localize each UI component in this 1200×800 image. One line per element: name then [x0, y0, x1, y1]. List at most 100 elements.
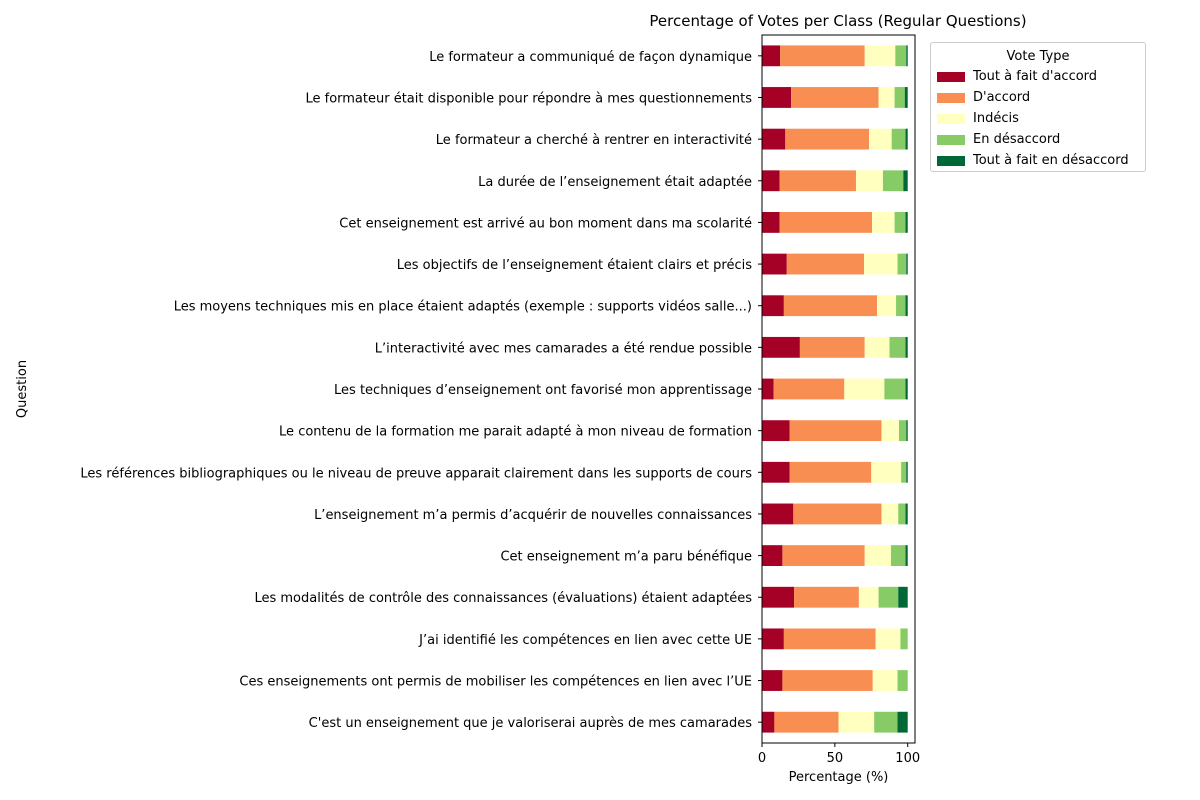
y-tick-label: Cet enseignement m’a paru bénéfique	[500, 550, 752, 565]
legend-swatch	[937, 134, 965, 145]
legend-label: En désaccord	[973, 132, 1061, 147]
bar-segment	[872, 670, 898, 691]
y-tick-label: J’ai identifié les compétences en lien a…	[418, 633, 752, 648]
bar-segment	[898, 503, 906, 525]
y-tick-label: Les références bibliographiques ou le ni…	[80, 466, 752, 481]
legend-swatch	[937, 155, 965, 166]
bar-segment	[783, 628, 876, 650]
legend-swatch	[937, 71, 965, 82]
bar-segment	[905, 128, 908, 150]
bar-segment	[896, 295, 906, 317]
bar-segment	[762, 336, 800, 358]
bar-segment	[762, 711, 775, 733]
bar-segment	[762, 586, 795, 608]
bar-segment	[874, 711, 898, 733]
y-axis-label: Question	[15, 360, 30, 418]
bar-segment	[786, 253, 864, 275]
bar-segment	[905, 336, 908, 358]
x-tick-label: 50	[827, 751, 844, 766]
bar-segment	[782, 670, 873, 691]
bar-segment	[793, 503, 882, 525]
bar-segment	[877, 295, 897, 317]
legend-item: Tout à fait en désaccord	[931, 150, 1145, 171]
bar-segment	[762, 295, 784, 317]
bar-segment	[864, 45, 896, 67]
bar-segment	[884, 378, 906, 400]
legend-item: Indécis	[931, 108, 1145, 129]
bar-segment	[762, 503, 794, 525]
bar-segment	[858, 586, 879, 608]
bar-segment	[882, 170, 904, 192]
bar-segment	[881, 503, 899, 525]
bar-segment	[762, 545, 783, 566]
y-tick-label: Les objectifs de l’enseignement étaient …	[397, 258, 752, 273]
y-tick-label: Le formateur était disponible pour répon…	[305, 91, 752, 106]
bar-segment	[904, 87, 908, 108]
chart-legend: Vote Type Tout à fait d'accord D'accord In…	[930, 42, 1146, 172]
bar-segment	[789, 420, 882, 442]
bar-segment	[762, 253, 787, 275]
bar-segment	[897, 670, 908, 691]
y-tick-label: Les techniques d’enseignement ont favori…	[334, 383, 752, 398]
bar-segment	[869, 128, 892, 150]
bar-segment	[905, 545, 908, 566]
bar-segment	[872, 212, 895, 233]
bar-segment	[903, 170, 908, 192]
bar-segment	[881, 420, 899, 442]
bar-segment	[906, 45, 908, 67]
x-axis-label: Percentage (%)	[789, 770, 889, 785]
legend-swatch	[937, 92, 965, 103]
bar-segment	[875, 628, 901, 650]
y-tick-label: C'est un enseignement que je valoriserai…	[309, 716, 753, 731]
bar-segment	[789, 461, 872, 483]
bar-segment	[762, 212, 780, 233]
bar-segment	[844, 378, 885, 400]
legend-item: En désaccord	[931, 129, 1145, 150]
bar-segment	[905, 295, 908, 317]
legend-label: Tout à fait d'accord	[973, 69, 1098, 84]
legend-label: D'accord	[973, 90, 1031, 105]
bar-segment	[871, 461, 902, 483]
bar-segment	[897, 253, 907, 275]
y-tick-label: Cet enseignement est arrivé au bon momen…	[339, 216, 752, 231]
y-tick-label: Le contenu de la formation me parait ada…	[279, 425, 752, 440]
legend-label: Tout à fait en désaccord	[973, 153, 1129, 168]
bar-segment	[794, 586, 859, 608]
bar-segment	[905, 378, 908, 400]
bar-segment	[855, 170, 883, 192]
bar-segment	[762, 628, 784, 650]
bar-segment	[906, 420, 908, 442]
y-tick-label: Le formateur a communiqué de façon dynam…	[429, 50, 752, 65]
bar-segment	[838, 711, 875, 733]
bar-segment	[762, 378, 774, 400]
bar-segment	[762, 170, 780, 192]
y-tick-label: La durée de l’enseignement était adaptée	[478, 175, 752, 190]
bar-segment	[898, 586, 908, 608]
legend-item: Tout à fait d'accord	[931, 66, 1145, 87]
bar-segment	[864, 336, 890, 358]
bar-segment	[891, 128, 906, 150]
legend-swatch	[937, 113, 965, 124]
bar-segment	[890, 545, 906, 566]
bar-segment	[864, 545, 891, 566]
bar-segment	[905, 212, 908, 233]
bar-segment	[898, 420, 907, 442]
bar-segment	[894, 212, 906, 233]
plot-frame	[761, 34, 916, 744]
bar-segment	[905, 503, 908, 525]
bar-segment	[897, 711, 908, 733]
bar-segment	[900, 628, 908, 650]
bar-segment	[783, 295, 878, 317]
bar-segment	[762, 420, 790, 442]
bar-segment	[799, 336, 865, 358]
y-tick-label: L’enseignement m’a permis d’acquérir de …	[314, 508, 752, 523]
bar-segment	[773, 378, 845, 400]
bar-segment	[901, 461, 907, 483]
legend-title: Vote Type	[1006, 49, 1070, 64]
bar-segment	[878, 87, 895, 108]
bar-segment	[762, 461, 790, 483]
bar-segment	[779, 212, 873, 233]
y-tick-label: Le formateur a cherché à rentrer en inte…	[436, 133, 752, 148]
bar-segment	[762, 87, 792, 108]
